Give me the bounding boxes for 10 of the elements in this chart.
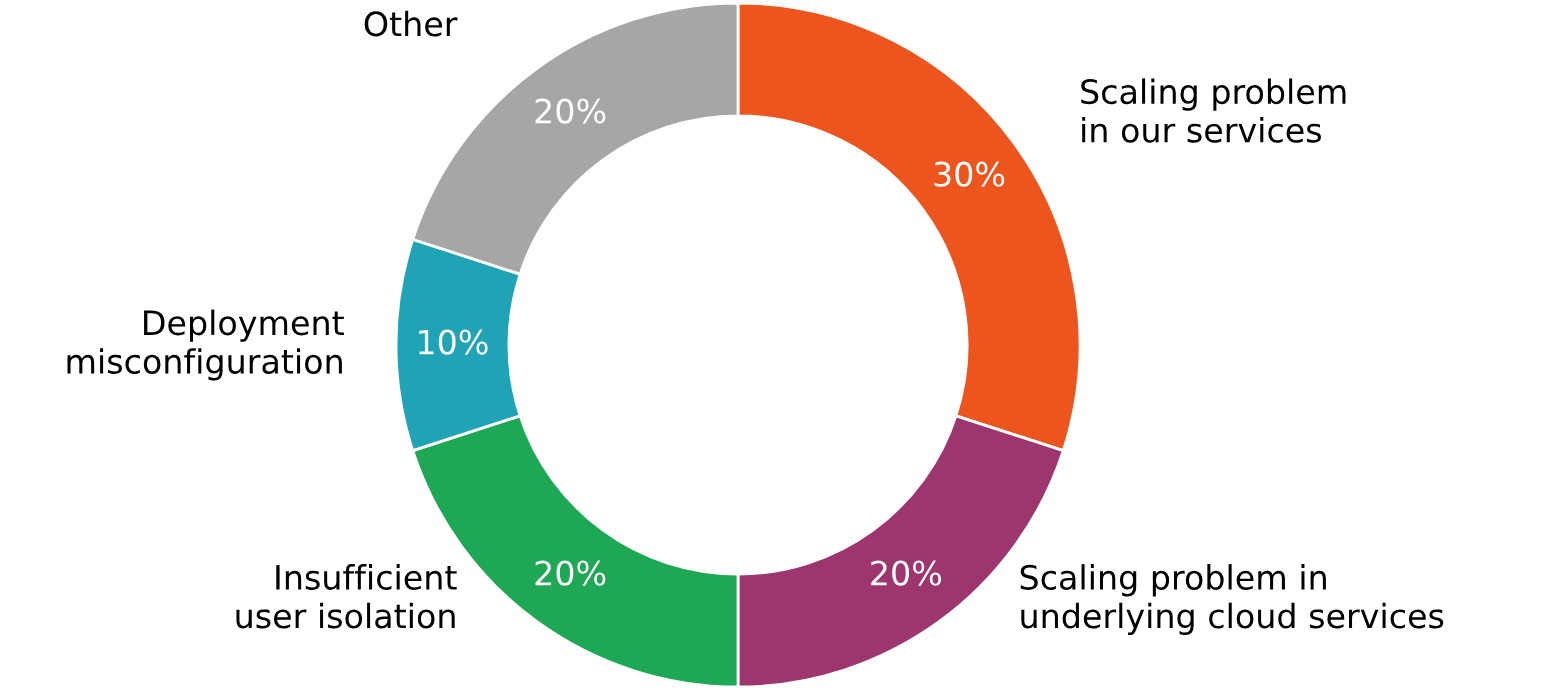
- data-label: 20%: [535, 560, 606, 586]
- slice-label: Insufficient user isolation: [236, 564, 457, 629]
- data-label: 20%: [871, 560, 942, 586]
- data-label: 30%: [934, 161, 1005, 187]
- data-label: 10%: [419, 329, 488, 355]
- slice-label: Deployment misconfiguration: [67, 309, 344, 381]
- slice-label: Scaling problem in underlying cloud services: [1020, 564, 1444, 635]
- data-label: 20%: [535, 98, 606, 124]
- slice-label: Scaling problem in our services: [1081, 78, 1346, 143]
- slice-label: Other: [364, 10, 458, 37]
